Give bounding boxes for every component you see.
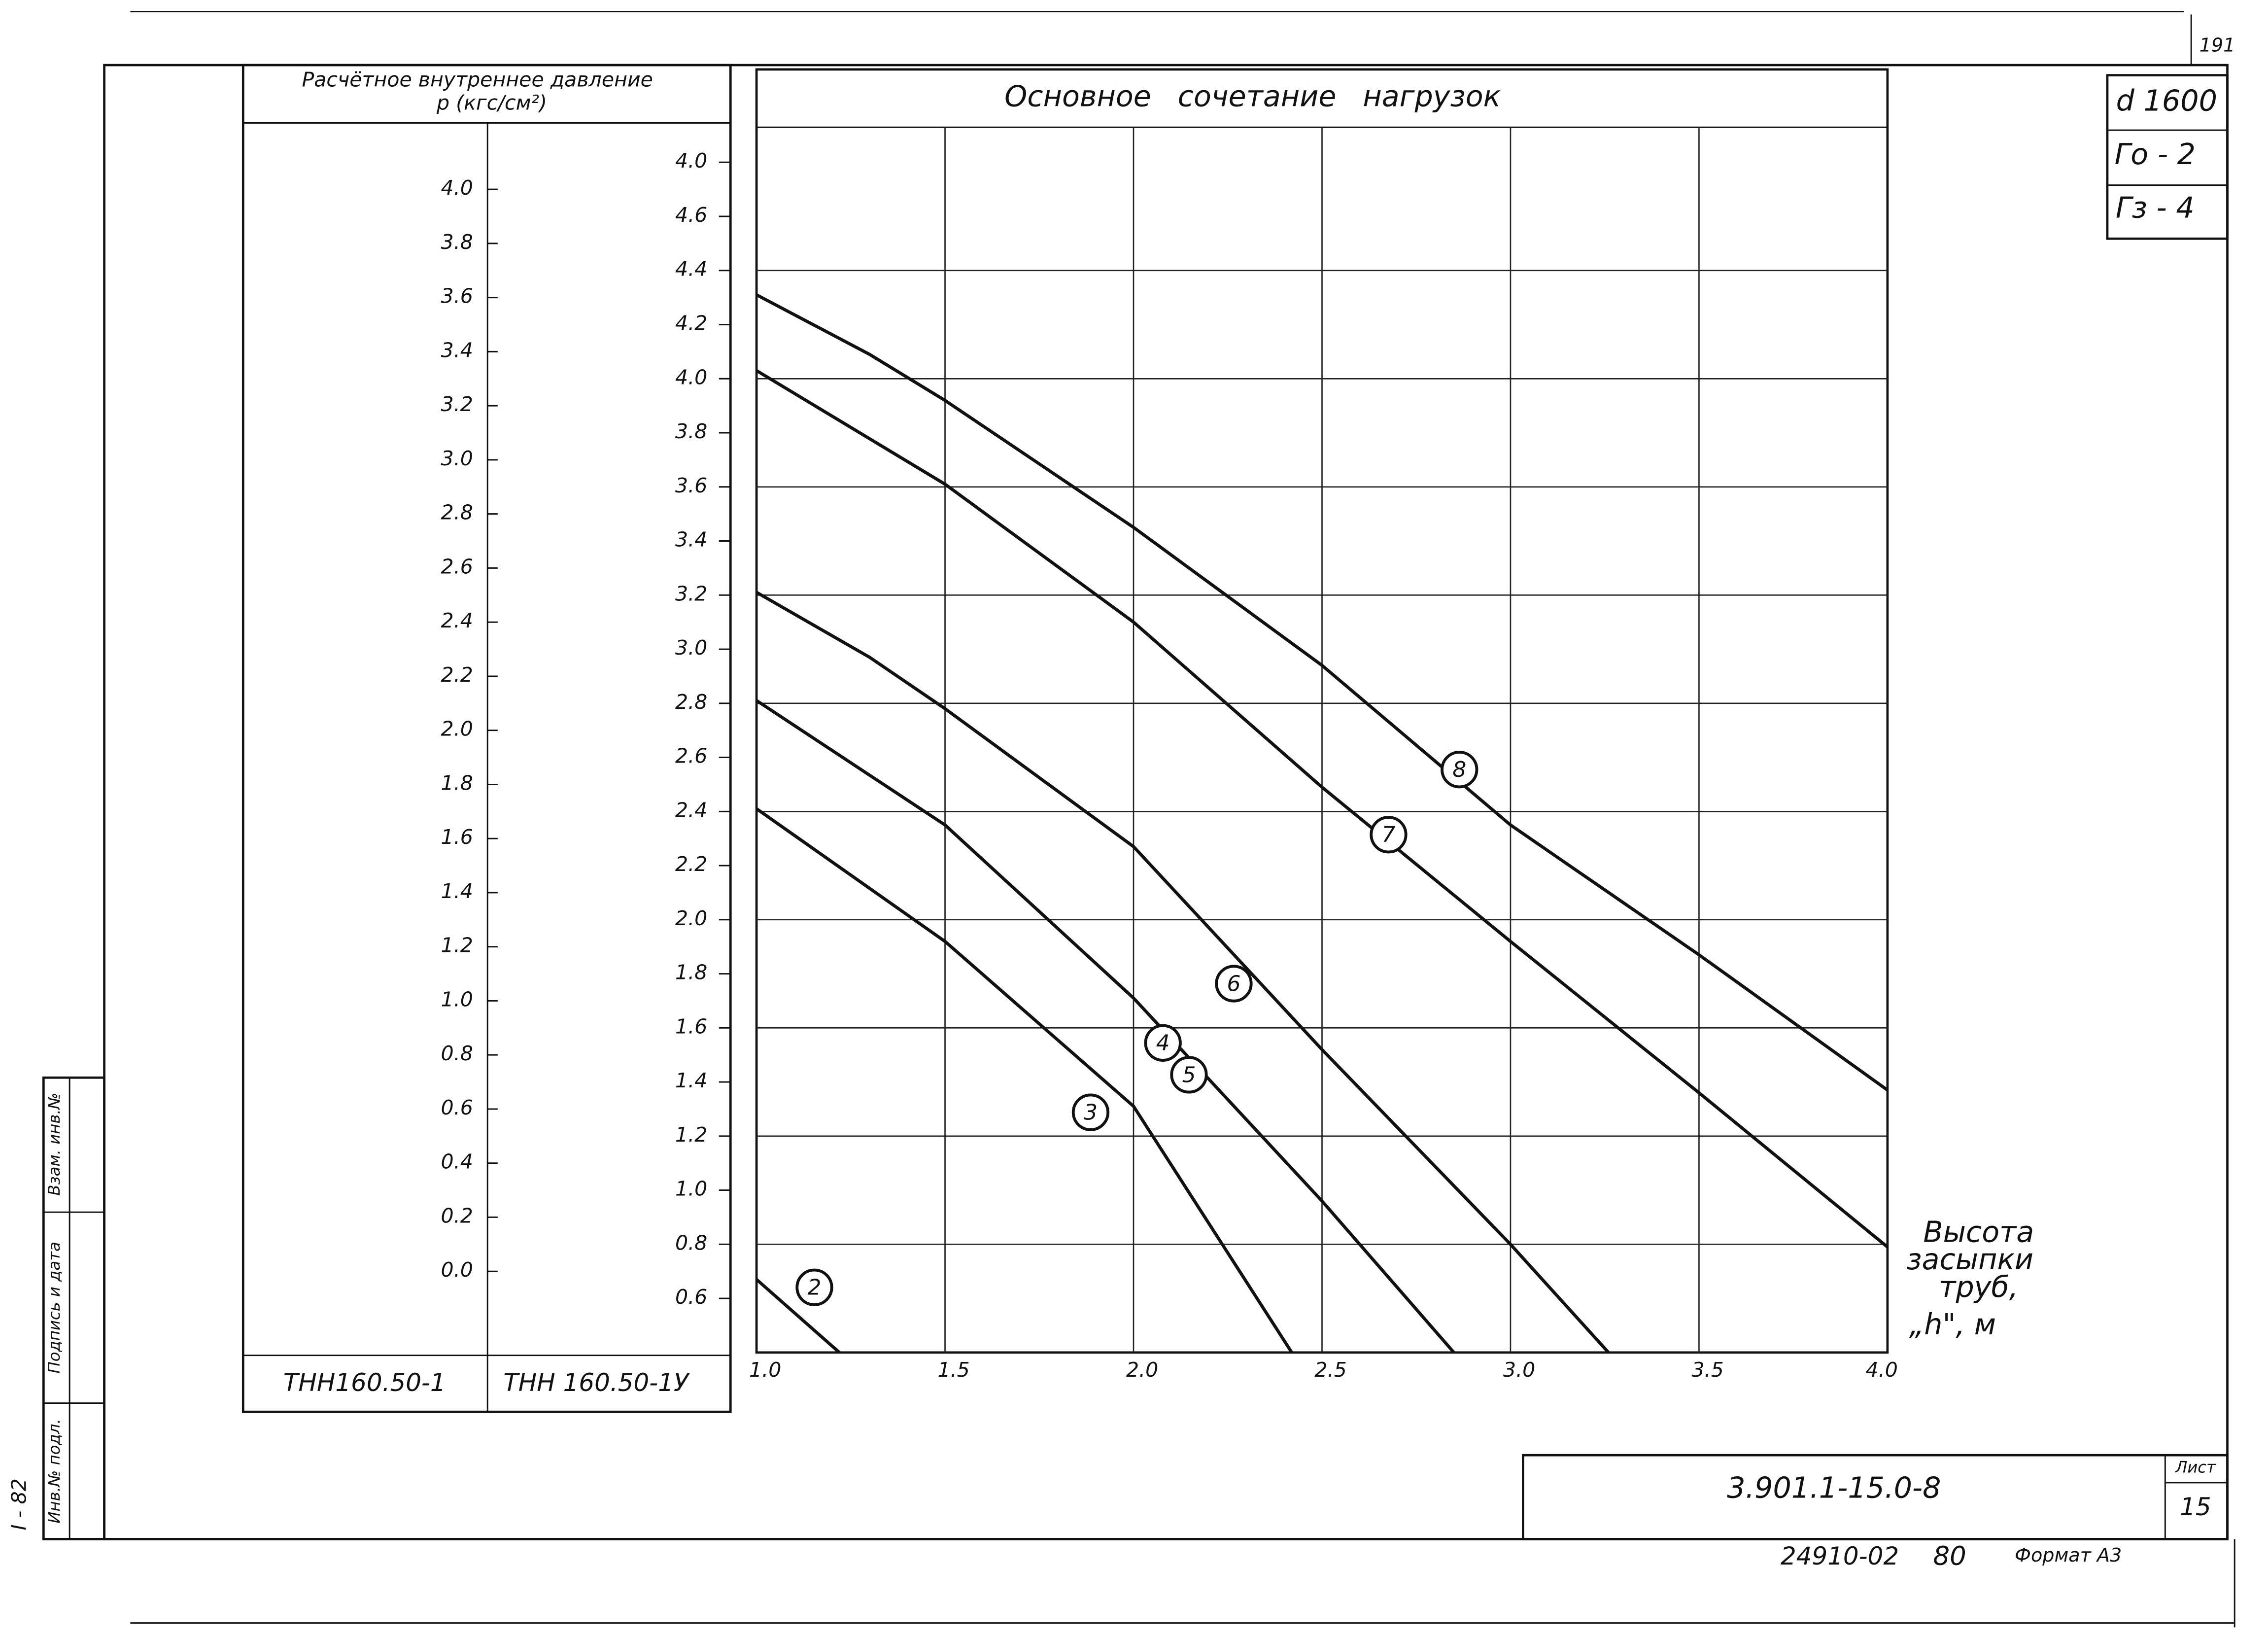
sheet-number: 15	[2180, 1493, 2211, 1521]
y2-tick-label: 3.2	[441, 392, 473, 416]
y-tick-label: 0.8	[675, 1231, 707, 1254]
y-tick-label: 4.6	[675, 203, 707, 227]
stamp-g0: Го - 2	[2115, 138, 2196, 171]
title-block	[1522, 1454, 2229, 1540]
footer-year: 80	[1933, 1541, 1966, 1571]
curve	[756, 293, 1889, 1092]
y-tick-label: 4.0	[675, 365, 707, 389]
y2-tick-label: 1.4	[441, 879, 473, 903]
sidebar-label: Подпись и дата	[45, 1242, 64, 1373]
y2-tick-label: 2.0	[441, 717, 473, 741]
page-number: 191	[2199, 34, 2235, 56]
y2-tick-label: 1.6	[441, 825, 473, 849]
y2-tick-label: 3.8	[441, 230, 473, 254]
sheet-id: I - 82	[7, 1478, 31, 1530]
y-tick-label: 3.6	[675, 474, 707, 497]
x-axis-label: засыпки	[1906, 1243, 2033, 1276]
y2-tick-label: 2.2	[441, 663, 473, 687]
annotation: 4	[1156, 1031, 1170, 1056]
y2-tick-label: 3.0	[441, 447, 473, 470]
y-tick-label: 1.0	[675, 1177, 707, 1201]
curve-badge	[1370, 816, 1408, 854]
sheet-label: Лист	[2175, 1458, 2216, 1477]
curve-badge	[1215, 965, 1253, 1003]
curve	[756, 369, 1889, 1249]
y2-tick-label: 0.6	[441, 1096, 473, 1119]
y2-tick-label: 3.6	[441, 284, 473, 308]
curve-badge	[1071, 1093, 1110, 1131]
stamp-diameter: d 1600	[2116, 84, 2217, 117]
curve-badge	[1441, 751, 1478, 789]
curve-label: 3	[1084, 1100, 1098, 1125]
y-tick-label: 3.0	[675, 636, 707, 660]
y-tick-label: 4.0	[675, 149, 707, 173]
footer-format: Формат А3	[2015, 1544, 2122, 1566]
y2-tick-label: 3.4	[441, 338, 473, 362]
footer-number: 24910-02	[1781, 1542, 1899, 1570]
y2-tick-label: 2.6	[441, 555, 473, 578]
curve	[755, 1278, 841, 1354]
y2-tick-label: 1.2	[441, 934, 473, 957]
x-axis-label: Высота	[1923, 1215, 2034, 1249]
y-tick-label: 2.6	[675, 744, 707, 768]
stamp-box	[2106, 74, 2229, 240]
y-tick-label: 2.0	[675, 906, 707, 930]
curve-label: 2	[807, 1275, 821, 1300]
curve-label: 8	[1452, 757, 1466, 782]
x-tick-label: 1.0	[749, 1358, 781, 1382]
y-tick-label: 3.4	[675, 528, 707, 552]
y-tick-label: 2.4	[675, 798, 707, 822]
y-tick-label: 2.8	[675, 690, 707, 714]
y2-tick-label: 0.2	[441, 1204, 473, 1227]
x-tick-label: 3.0	[1503, 1358, 1535, 1382]
y2-tick-label: 0.8	[441, 1042, 473, 1065]
outer-frame	[103, 64, 2229, 1540]
y-tick-label: 3.8	[675, 419, 707, 443]
scale-name: ТНН 160.50-1У	[503, 1368, 690, 1397]
y-tick-label: 1.6	[675, 1014, 707, 1038]
y-tick-label: 1.8	[675, 961, 707, 984]
y2-tick-label: 2.4	[441, 609, 473, 632]
y-tick-label: 4.4	[675, 257, 707, 281]
y-tick-label: 1.4	[675, 1069, 707, 1092]
y-title-unit: p (кгс/см²)	[436, 91, 547, 114]
x-tick-label: 2.5	[1314, 1358, 1346, 1382]
y2-tick-label: 1.0	[441, 987, 473, 1011]
x-axis-label: труб,	[1939, 1270, 2018, 1304]
sidebar-label: Инв.№ подл.	[45, 1419, 64, 1523]
y-tick-label: 4.2	[675, 312, 707, 335]
drawing-code: 3.901.1-15.0-8	[1727, 1471, 1941, 1505]
y-tick-label: 1.2	[675, 1123, 707, 1147]
x-tick-label: 2.0	[1126, 1358, 1158, 1382]
x-tick-label: 1.5	[937, 1358, 969, 1382]
x-axis-label: „h", м	[1909, 1308, 1996, 1341]
chart-title: Основное сочетание нагрузок	[1004, 80, 1501, 113]
curve-label: 7	[1381, 822, 1395, 847]
y-tick-label: 3.2	[675, 582, 707, 605]
curve	[756, 699, 1455, 1354]
y-tick-label: 2.2	[675, 852, 707, 876]
curve-label: 6	[1227, 971, 1240, 996]
y2-tick-label: 0.4	[441, 1150, 473, 1174]
curve	[756, 591, 1610, 1354]
curve	[756, 807, 1293, 1354]
curve-badge	[1170, 1056, 1208, 1094]
curve-badge	[795, 1268, 833, 1306]
scale-name: ТНН160.50-1	[283, 1368, 446, 1397]
y2-tick-label: 2.8	[441, 501, 473, 524]
y-title: Расчётное внутреннее давление	[302, 68, 653, 91]
x-tick-label: 3.5	[1691, 1358, 1723, 1382]
sidebar	[42, 1076, 105, 1540]
curve-badge	[1144, 1024, 1182, 1062]
x-tick-label: 4.0	[1866, 1358, 1898, 1382]
y2-tick-label: 1.8	[441, 771, 473, 795]
sidebar-label: Взам. инв.№	[45, 1093, 64, 1196]
curve-label: 5	[1182, 1062, 1196, 1087]
stamp-g3: Гз - 4	[2116, 191, 2195, 225]
y-tick-label: 0.6	[675, 1285, 707, 1309]
y2-tick-label: 0.0	[441, 1258, 473, 1282]
y2-tick-label: 4.0	[441, 176, 473, 200]
